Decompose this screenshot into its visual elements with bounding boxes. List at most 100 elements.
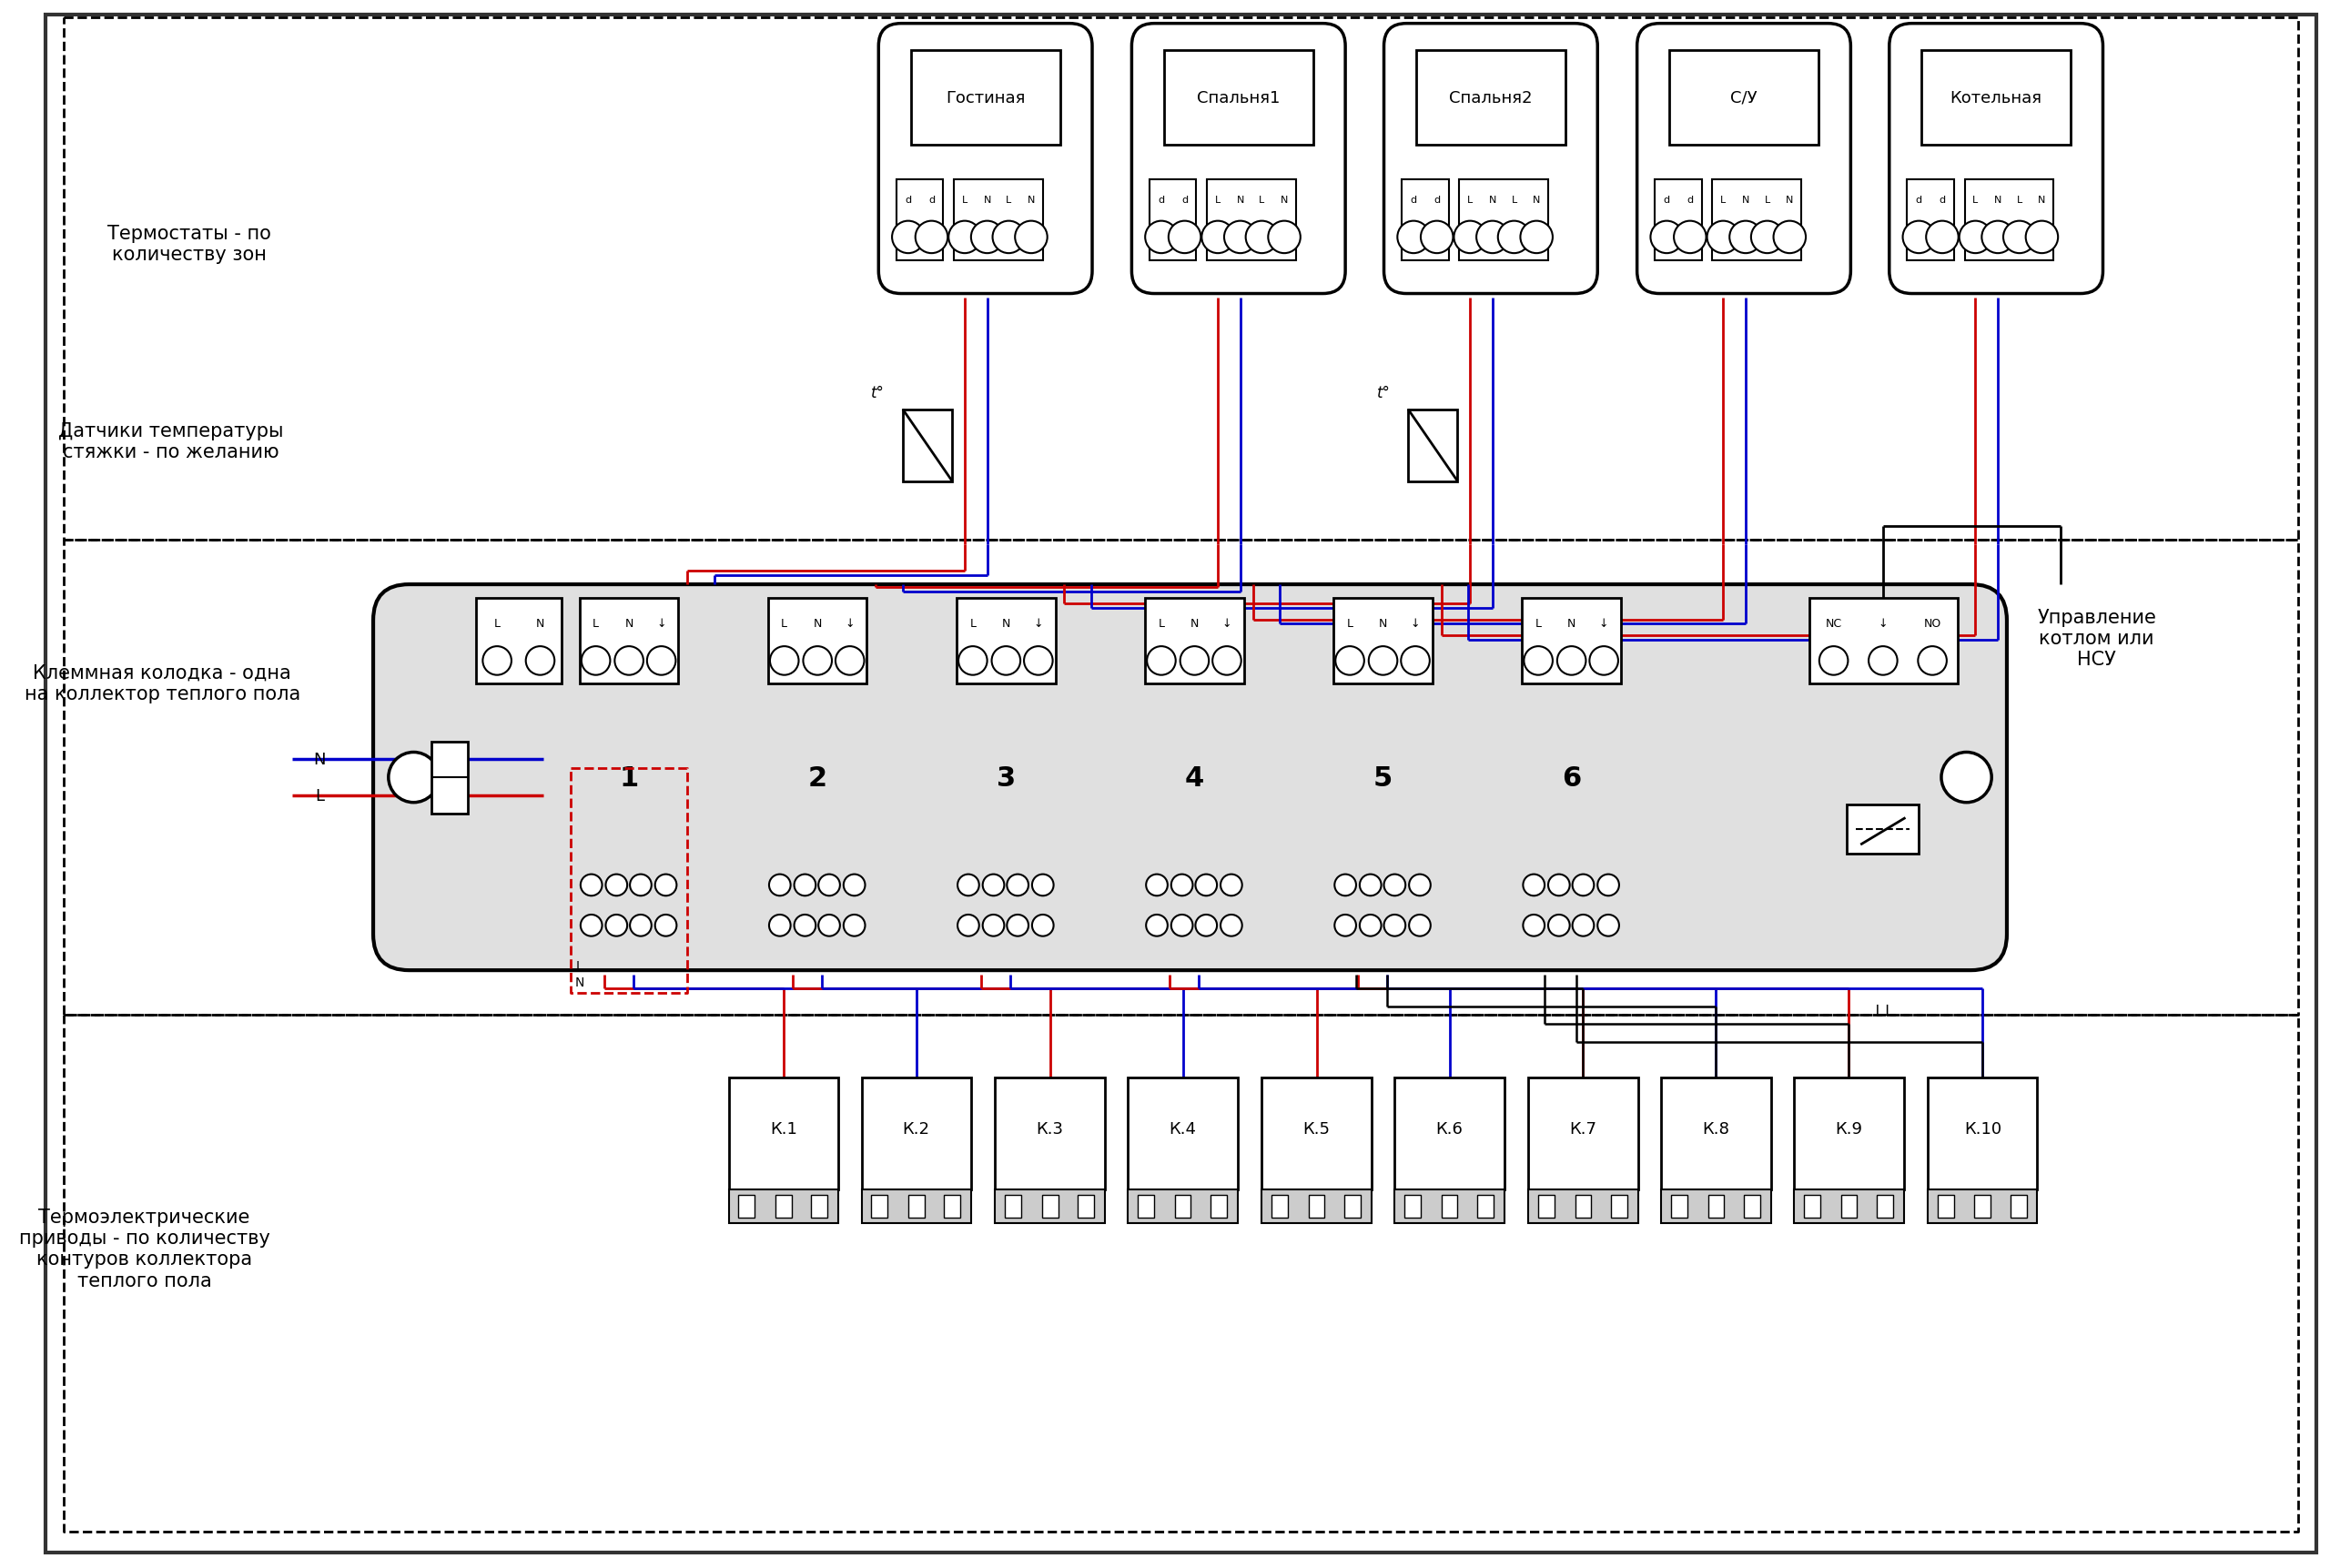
Circle shape xyxy=(1927,221,1960,254)
Text: ↓: ↓ xyxy=(1410,618,1419,629)
Circle shape xyxy=(1960,221,1992,254)
Circle shape xyxy=(958,875,979,897)
Text: d: d xyxy=(904,196,911,204)
Circle shape xyxy=(1752,221,1782,254)
Bar xyxy=(1939,1195,1955,1218)
Circle shape xyxy=(1400,646,1431,676)
Text: N: N xyxy=(1489,196,1496,204)
Text: d: d xyxy=(1181,196,1188,204)
Bar xyxy=(1922,52,2071,146)
Circle shape xyxy=(1454,221,1487,254)
Circle shape xyxy=(1773,221,1806,254)
Circle shape xyxy=(1202,221,1235,254)
Circle shape xyxy=(1650,221,1682,254)
Circle shape xyxy=(1016,221,1046,254)
Text: ↓: ↓ xyxy=(657,618,666,629)
Circle shape xyxy=(818,875,841,897)
Bar xyxy=(909,1195,925,1218)
Circle shape xyxy=(648,646,676,676)
Bar xyxy=(1137,1195,1153,1218)
Text: Термоэлектрические
приводы - по количеству
контуров коллектора
теплого пола: Термоэлектрические приводы - по количест… xyxy=(19,1207,270,1289)
Text: К.9: К.9 xyxy=(1836,1120,1862,1137)
Circle shape xyxy=(1361,916,1382,936)
Text: N: N xyxy=(2039,196,2046,204)
Bar xyxy=(1908,180,1955,260)
Circle shape xyxy=(1195,875,1216,897)
Circle shape xyxy=(1335,916,1356,936)
Circle shape xyxy=(389,753,438,803)
Text: L: L xyxy=(315,787,324,804)
Bar xyxy=(1144,599,1244,684)
Bar xyxy=(2011,1195,2027,1218)
Bar xyxy=(1964,180,2053,260)
Bar xyxy=(1344,1195,1361,1218)
Bar xyxy=(1927,1190,2036,1223)
Text: N: N xyxy=(1379,618,1386,629)
Bar xyxy=(1403,180,1449,260)
Bar xyxy=(1794,1190,1904,1223)
Bar xyxy=(1528,1190,1638,1223)
Bar xyxy=(1671,1195,1687,1218)
Text: 2: 2 xyxy=(809,765,827,790)
Text: N: N xyxy=(576,975,585,988)
Text: L: L xyxy=(1007,196,1011,204)
Circle shape xyxy=(1268,221,1300,254)
Circle shape xyxy=(1368,646,1398,676)
Bar xyxy=(902,409,953,481)
Circle shape xyxy=(1221,916,1242,936)
Text: └┘: └┘ xyxy=(1873,1007,1894,1024)
Circle shape xyxy=(843,916,864,936)
Bar xyxy=(1165,52,1314,146)
Circle shape xyxy=(1146,875,1167,897)
Bar xyxy=(1521,599,1622,684)
Text: L: L xyxy=(1535,618,1542,629)
Circle shape xyxy=(1146,916,1167,936)
Text: 4: 4 xyxy=(1186,765,1205,790)
Bar xyxy=(995,1079,1104,1190)
Text: L: L xyxy=(1158,618,1165,629)
Bar xyxy=(776,1195,792,1218)
Circle shape xyxy=(1181,646,1209,676)
Circle shape xyxy=(1524,875,1545,897)
Bar xyxy=(1263,1079,1372,1190)
Text: К.8: К.8 xyxy=(1703,1120,1729,1137)
Bar xyxy=(953,180,1044,260)
Circle shape xyxy=(1477,221,1510,254)
Text: L: L xyxy=(1512,196,1517,204)
Bar xyxy=(958,599,1055,684)
Text: N: N xyxy=(1237,196,1244,204)
Text: d: d xyxy=(1158,196,1165,204)
Circle shape xyxy=(1247,221,1277,254)
Bar xyxy=(1272,1195,1288,1218)
Bar xyxy=(431,742,468,814)
Text: Спальня1: Спальня1 xyxy=(1198,89,1279,107)
Circle shape xyxy=(1673,221,1706,254)
Bar xyxy=(1668,52,1817,146)
Circle shape xyxy=(2025,221,2057,254)
Text: К.1: К.1 xyxy=(769,1120,797,1137)
Circle shape xyxy=(958,646,988,676)
Text: d: d xyxy=(1939,196,1946,204)
Circle shape xyxy=(1410,875,1431,897)
Circle shape xyxy=(1547,875,1570,897)
Circle shape xyxy=(1598,875,1619,897)
Circle shape xyxy=(1410,916,1431,936)
Bar xyxy=(1396,1190,1505,1223)
Text: d: d xyxy=(1915,196,1922,204)
Circle shape xyxy=(958,916,979,936)
Bar xyxy=(1079,1195,1095,1218)
Circle shape xyxy=(1032,916,1053,936)
Circle shape xyxy=(1421,221,1454,254)
Circle shape xyxy=(1521,221,1552,254)
Text: L: L xyxy=(1764,196,1771,204)
FancyBboxPatch shape xyxy=(373,585,2006,971)
Circle shape xyxy=(983,916,1004,936)
Circle shape xyxy=(1941,753,1992,803)
Text: N: N xyxy=(1028,196,1035,204)
Circle shape xyxy=(1598,916,1619,936)
Text: L: L xyxy=(576,960,582,972)
FancyBboxPatch shape xyxy=(1384,24,1598,295)
Circle shape xyxy=(1547,916,1570,936)
Bar xyxy=(729,1079,839,1190)
Circle shape xyxy=(1172,916,1193,936)
